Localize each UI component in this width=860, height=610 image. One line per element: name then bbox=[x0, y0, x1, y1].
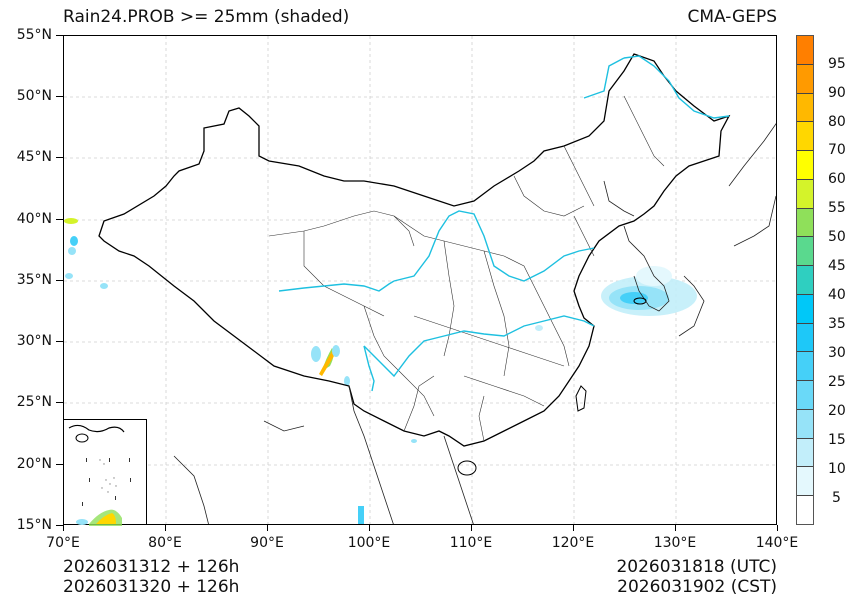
colorbar-label: 20 bbox=[828, 403, 846, 419]
y-tick-label: 45°N bbox=[16, 149, 52, 165]
x-tick-mark bbox=[369, 525, 371, 531]
x-tick-label: 130°E bbox=[653, 535, 697, 551]
x-tick-mark bbox=[165, 525, 167, 531]
map-canvas bbox=[64, 36, 776, 524]
model-name: CMA-GEPS bbox=[687, 7, 777, 27]
colorbar-label: 50 bbox=[828, 229, 846, 245]
y-tick-label: 15°N bbox=[16, 517, 52, 533]
chart-title: Rain24.PROB >= 25mm (shaded) bbox=[63, 7, 350, 27]
colorbar-label: 80 bbox=[828, 114, 846, 130]
rivers bbox=[278, 55, 730, 392]
colorbar-label: 30 bbox=[828, 345, 846, 361]
country-outlines bbox=[173, 123, 776, 524]
colorbar bbox=[796, 35, 814, 525]
y-tick-mark bbox=[56, 280, 63, 282]
colorbar-label: 40 bbox=[828, 287, 846, 303]
x-tick-mark bbox=[675, 525, 677, 531]
init-time-cst: 2026031320 + 126h bbox=[63, 577, 240, 597]
colorbar-segment bbox=[797, 352, 813, 382]
y-tick-label: 25°N bbox=[16, 394, 52, 410]
colorbar-label: 55 bbox=[828, 200, 846, 216]
x-tick-label: 90°E bbox=[250, 535, 284, 551]
x-tick-label: 100°E bbox=[347, 535, 391, 551]
y-tick-label: 40°N bbox=[16, 211, 52, 227]
colorbar-segment bbox=[797, 381, 813, 410]
init-time-utc: 2026031312 + 126h bbox=[63, 557, 240, 577]
colorbar-segment bbox=[797, 438, 813, 468]
colorbar-segment bbox=[797, 93, 813, 123]
x-tick-mark bbox=[471, 525, 473, 531]
colorbar-segment bbox=[797, 151, 813, 180]
valid-time-block: 2026031818 (UTC) 2026031902 (CST) bbox=[616, 557, 777, 597]
colorbar-label: 25 bbox=[828, 374, 846, 390]
colorbar-segment bbox=[797, 294, 813, 324]
y-tick-label: 35°N bbox=[16, 272, 52, 288]
colorbar-segment bbox=[797, 36, 813, 65]
x-tick-mark bbox=[573, 525, 575, 531]
y-tick-label: 50°N bbox=[16, 88, 52, 104]
x-tick-mark bbox=[267, 525, 269, 531]
y-tick-mark bbox=[56, 219, 63, 221]
y-tick-mark bbox=[56, 402, 63, 404]
colorbar-label: 35 bbox=[828, 316, 846, 332]
map-plot-area bbox=[63, 35, 777, 525]
x-tick-mark bbox=[777, 525, 779, 531]
y-tick-label: 55°N bbox=[16, 27, 52, 43]
init-time-block: 2026031312 + 126h 2026031320 + 126h bbox=[63, 557, 239, 597]
colorbar-label: 15 bbox=[828, 432, 846, 448]
x-tick-label: 70°E bbox=[46, 535, 80, 551]
x-tick-label: 140°E bbox=[755, 535, 799, 551]
colorbar-label: 95 bbox=[828, 56, 846, 72]
valid-time-utc: 2026031818 (UTC) bbox=[616, 557, 777, 577]
colorbar-label: 90 bbox=[828, 85, 846, 101]
jeju-outline bbox=[633, 297, 647, 305]
y-tick-mark bbox=[56, 525, 63, 527]
colorbar-segment bbox=[797, 409, 813, 439]
province-boundaries bbox=[268, 95, 665, 442]
hainan-outline bbox=[457, 460, 477, 476]
colorbar-segment bbox=[797, 237, 813, 267]
y-tick-mark bbox=[56, 96, 63, 98]
x-tick-label: 120°E bbox=[551, 535, 595, 551]
colorbar-segment bbox=[797, 122, 813, 152]
colorbar-segment bbox=[797, 496, 813, 525]
colorbar-segment bbox=[797, 208, 813, 238]
colorbar-label: 60 bbox=[828, 171, 846, 187]
inset-canvas bbox=[68, 424, 131, 526]
x-tick-mark bbox=[63, 525, 65, 531]
x-tick-label: 110°E bbox=[449, 535, 493, 551]
colorbar-segment bbox=[797, 179, 813, 209]
taiwan-outline bbox=[575, 385, 587, 412]
valid-time-cst: 2026031902 (CST) bbox=[617, 577, 777, 597]
colorbar-label: 70 bbox=[828, 142, 846, 158]
colorbar-label: 5 bbox=[832, 490, 841, 506]
y-tick-mark bbox=[56, 157, 63, 159]
y-tick-mark bbox=[56, 35, 63, 37]
x-tick-label: 80°E bbox=[148, 535, 182, 551]
y-tick-mark bbox=[56, 464, 63, 466]
gridlines bbox=[64, 36, 776, 524]
colorbar-label: 45 bbox=[828, 258, 846, 274]
y-tick-mark bbox=[56, 341, 63, 343]
colorbar-segment bbox=[797, 467, 813, 497]
y-tick-label: 30°N bbox=[16, 333, 52, 349]
colorbar-label: 10 bbox=[828, 461, 846, 477]
colorbar-segment bbox=[797, 64, 813, 94]
national-border bbox=[98, 53, 731, 447]
y-tick-label: 20°N bbox=[16, 456, 52, 472]
colorbar-segment bbox=[797, 266, 813, 295]
colorbar-segment bbox=[797, 323, 813, 353]
south-china-sea-inset bbox=[63, 419, 147, 526]
prob-shading bbox=[64, 218, 697, 524]
